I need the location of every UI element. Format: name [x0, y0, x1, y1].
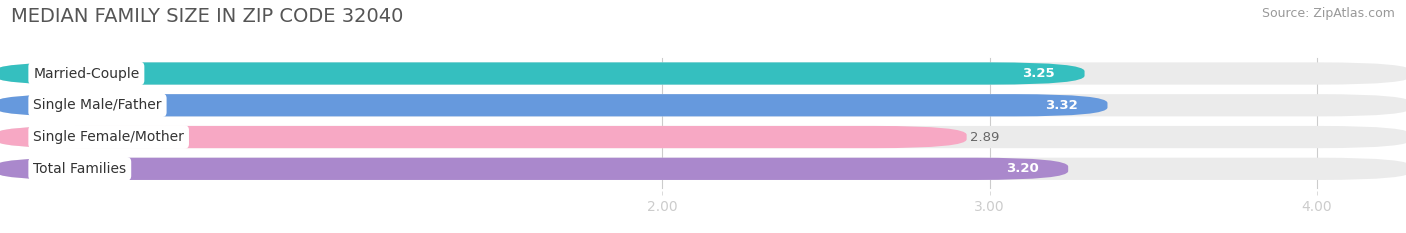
FancyBboxPatch shape: [0, 126, 1406, 148]
Text: 2.89: 2.89: [970, 130, 1000, 144]
Text: Total Families: Total Families: [34, 162, 127, 176]
Text: 3.20: 3.20: [1005, 162, 1039, 175]
Text: Married-Couple: Married-Couple: [34, 66, 139, 80]
FancyBboxPatch shape: [0, 62, 1406, 85]
Text: MEDIAN FAMILY SIZE IN ZIP CODE 32040: MEDIAN FAMILY SIZE IN ZIP CODE 32040: [11, 7, 404, 26]
Text: 3.25: 3.25: [1022, 67, 1054, 80]
Text: Source: ZipAtlas.com: Source: ZipAtlas.com: [1261, 7, 1395, 20]
FancyBboxPatch shape: [0, 62, 1084, 85]
Text: Single Female/Mother: Single Female/Mother: [34, 130, 184, 144]
FancyBboxPatch shape: [0, 126, 967, 148]
FancyBboxPatch shape: [0, 94, 1108, 116]
Text: Single Male/Father: Single Male/Father: [34, 98, 162, 112]
Text: 3.32: 3.32: [1045, 99, 1078, 112]
FancyBboxPatch shape: [0, 158, 1069, 180]
FancyBboxPatch shape: [0, 158, 1406, 180]
FancyBboxPatch shape: [0, 94, 1406, 116]
